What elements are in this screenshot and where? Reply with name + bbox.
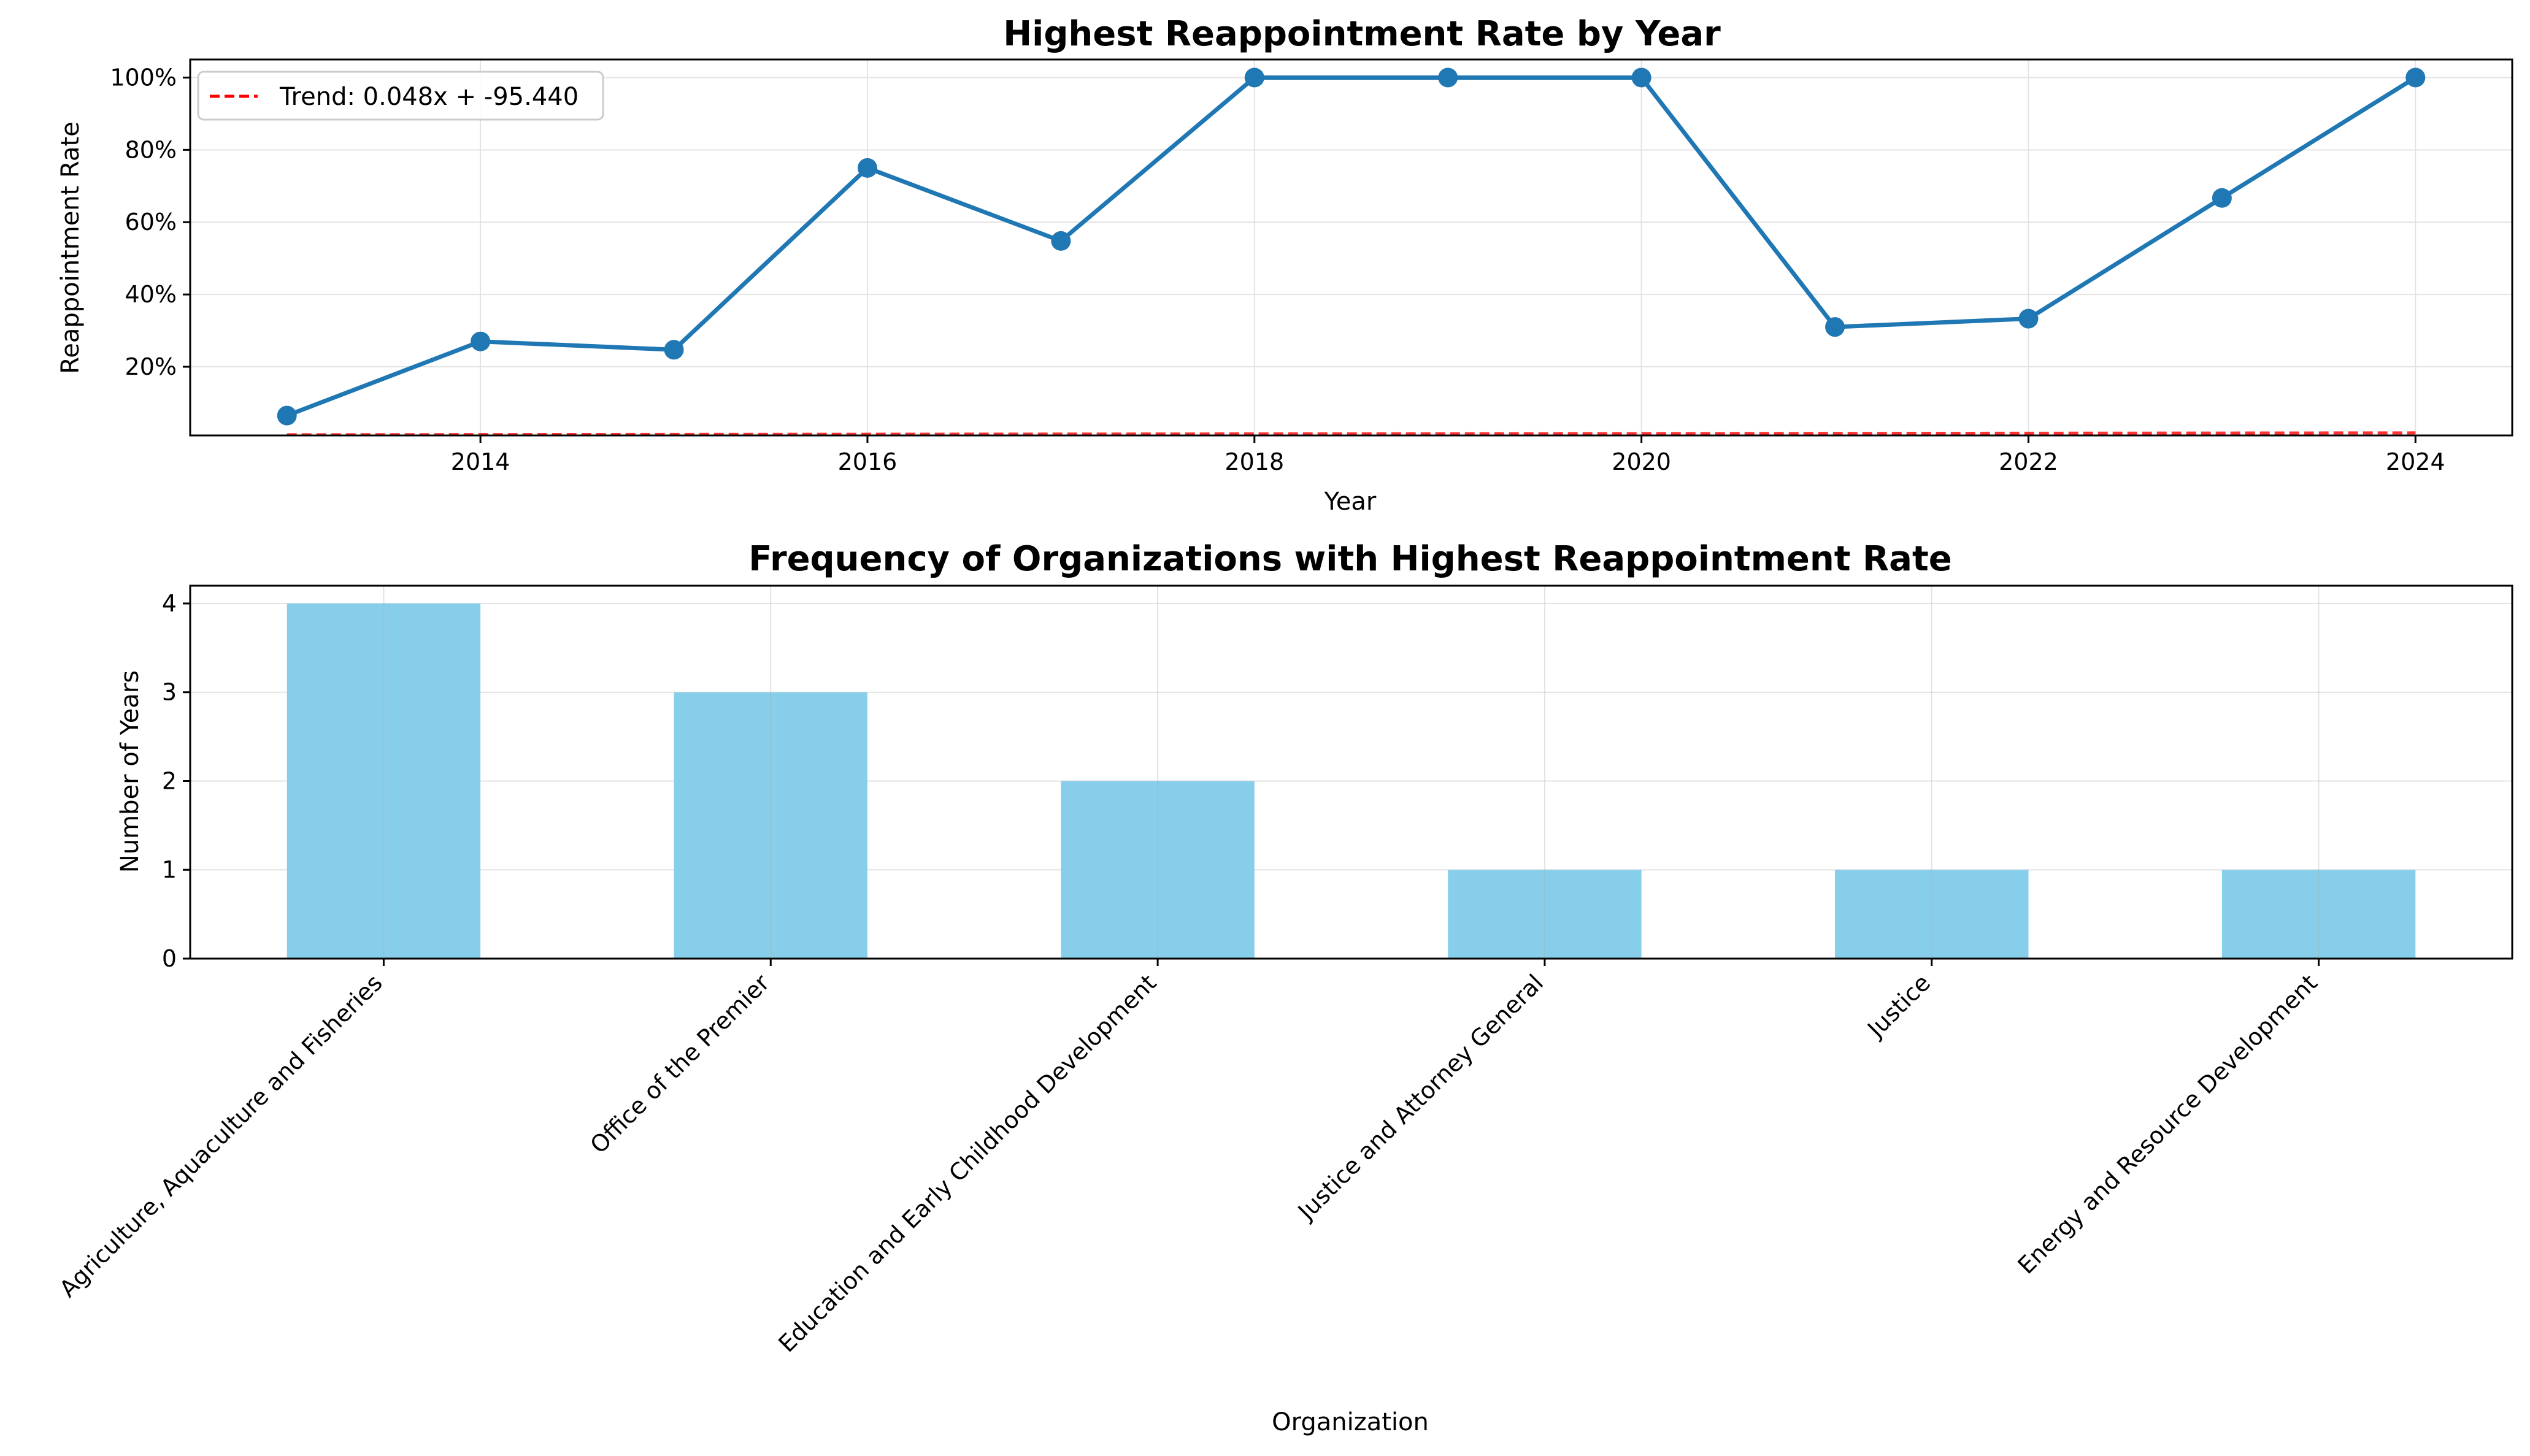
trend-layer [286,431,2416,437]
bar-5 [1835,870,2029,959]
bar-x-tick-label: Energy and Resource Development [2012,969,2322,1279]
line-x-tick-label: 2014 [451,448,510,475]
data-point-2014 [471,331,491,351]
line-y-tick-label: 20% [125,353,177,380]
legend-trend-label: Trend: 0.048x + -95.440 [279,83,579,111]
line-y-tick-label: 60% [125,209,177,236]
bar-chart-grid [190,602,2512,959]
data-point-2019 [1438,67,1458,88]
bar-y-tick-label: 4 [162,590,177,617]
data-point-2017 [1051,231,1071,251]
bar-y-tick-label: 1 [162,856,177,883]
line-chart-frame [189,58,2513,437]
line-y-tick-label: 100% [110,64,177,91]
line-y-tick-label: 40% [125,281,177,308]
data-point-2018 [1244,67,1264,88]
line-x-tick-label: 2018 [1225,448,1284,475]
bar-chart-panel: Agriculture, Aquaculture and Fisheries Of… [54,539,2513,1436]
bar-y-ticks: 0 1 2 3 4 [162,590,190,972]
legend-box [197,71,604,121]
line-y-tick-label: 80% [125,136,177,163]
data-point-2022 [2018,308,2039,329]
bar-x-tick-label: Education and Early Childhood Developmen… [773,969,1161,1357]
line-x-tick-label: 2020 [1612,448,1671,475]
bar-x-tick-label: Agriculture, Aquaculture and Fisheries [54,969,387,1302]
data-point-2021 [1825,317,1845,337]
bar-x-tick-label: Justice [1861,969,1936,1043]
data-point-2023 [2212,188,2232,208]
trend-legend: Trend: 0.048x + -95.440 [197,71,604,121]
bar-x-tick-label: Office of the Premier [585,969,775,1159]
bar-x-axis-label: Organization [1272,1408,1429,1436]
data-point-2024 [2405,67,2426,88]
data-point-2016 [857,158,877,178]
line-y-ticks: 20% 40% 60% 80% 100% [110,64,190,380]
data-point-2013 [277,405,297,426]
bar-chart-frame [189,584,2513,960]
bar-series-layer [286,603,2416,959]
reappointment-rate-line [286,75,2417,418]
bar-y-tick-label: 3 [162,679,177,706]
line-x-tick-label: 2016 [838,448,898,475]
line-chart-title: Highest Reappointment Rate by Year [1003,14,1721,54]
bar-y-tick-label: 0 [162,945,177,972]
bar-y-axis-label: Number of Years [116,670,144,873]
bar-y-tick-label: 2 [162,767,177,794]
bar-chart-vertical-grid [383,586,2320,959]
line-series-layer [277,67,2426,426]
line-x-ticks: 2014 2016 2018 2020 2022 2024 [451,435,2445,475]
line-x-tick-label: 2022 [1999,448,2058,475]
bar-6 [2221,870,2416,959]
line-y-axis-label: Reappointment Rate [56,121,85,374]
trend-line [286,431,2416,437]
bar-x-ticks: Agriculture, Aquaculture and Fisheries Of… [54,959,2323,1357]
bar-4 [1448,870,1642,959]
data-point-2020 [1631,67,1651,88]
data-point-2015 [664,340,684,360]
bar-chart-title: Frequency of Organizations with Highest … [748,539,1951,579]
line-x-axis-label: Year [1324,488,1377,516]
bar-2 [674,692,867,959]
bar-1 [286,603,481,959]
bar-3 [1061,781,1255,959]
bar-x-tick-label: Justice and Attorney General [1292,969,1548,1225]
line-x-tick-label: 2024 [2386,448,2445,475]
line-chart-panel: 2014 2016 2018 2020 2022 2024 20% 40% 60% 80% 100… [56,14,2513,516]
